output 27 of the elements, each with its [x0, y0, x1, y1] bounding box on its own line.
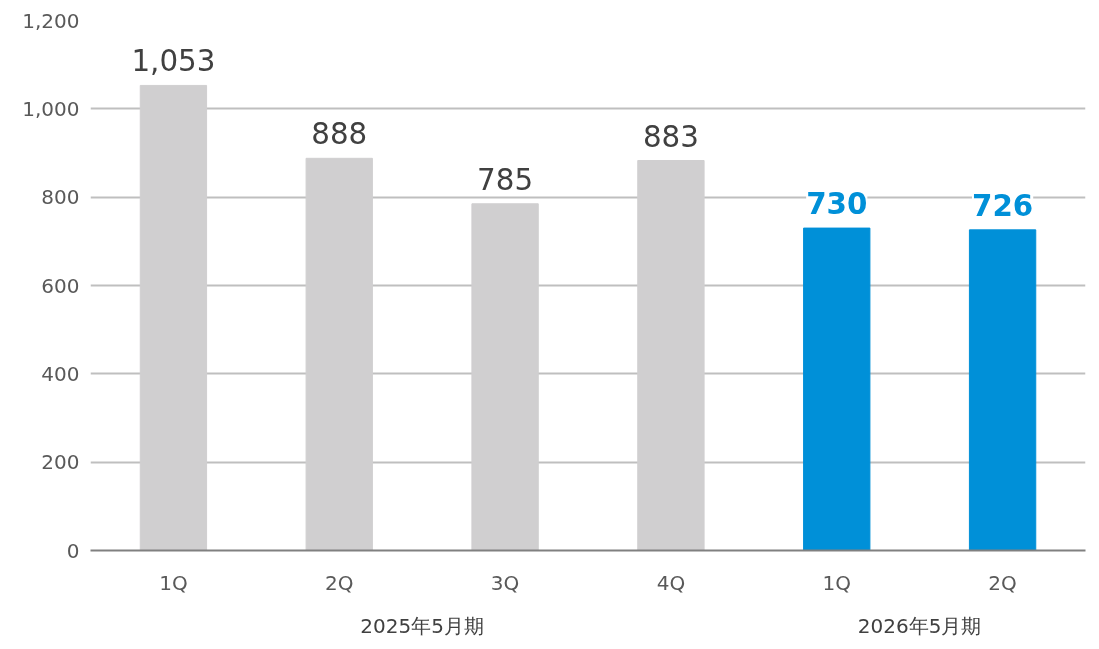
data-label: 883 [642, 119, 699, 154]
data-label: 730 [806, 187, 868, 222]
bar [471, 203, 539, 551]
x-tick-label: 1Q [822, 570, 851, 595]
data-label: 785 [477, 162, 534, 197]
y-tick-label: 600 [41, 273, 80, 298]
y-tick-label: 200 [41, 450, 80, 475]
x-tick-label: 3Q [490, 570, 520, 595]
bar [305, 157, 373, 551]
bar [968, 229, 1037, 551]
y-tick-label: 400 [41, 361, 80, 386]
x-tick-label: 2Q [325, 570, 354, 595]
text: 2026年5月期 [857, 613, 982, 638]
bar [139, 84, 208, 551]
y-tick-label: 1,000 [22, 96, 80, 121]
y-tick-label: 0 [66, 538, 80, 563]
text: 2025年5月期 [360, 613, 484, 638]
bar [637, 160, 705, 551]
x-tick-label: 1Q [159, 570, 188, 595]
x-tick-label: 4Q [656, 570, 686, 595]
data-label: 726 [971, 188, 1034, 223]
bar [803, 227, 871, 551]
data-label: 1,053 [131, 44, 216, 79]
x-tick-label: 2Q [988, 570, 1017, 595]
y-tick-label: 800 [41, 185, 80, 210]
y-tick-label: 1,200 [22, 8, 80, 33]
data-label: 888 [311, 117, 368, 152]
